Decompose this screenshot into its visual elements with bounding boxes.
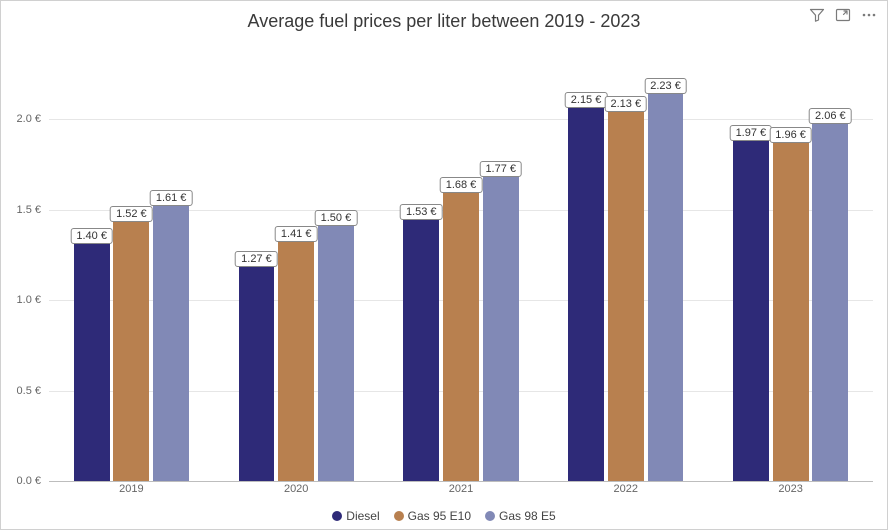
title-row: Average fuel prices per liter between 20…: [1, 7, 887, 35]
legend-item[interactable]: Gas 98 E5: [485, 509, 556, 523]
chart-container: Average fuel prices per liter between 20…: [0, 0, 888, 530]
value-label: 1.41 €: [275, 226, 318, 242]
filter-icon[interactable]: [809, 7, 825, 23]
y-tick-label: 0.0 €: [17, 475, 49, 487]
legend-swatch: [332, 511, 342, 521]
filter-icon-svg: [809, 7, 825, 23]
chart-toolbar: [809, 7, 877, 23]
legend-label: Gas 98 E5: [499, 509, 556, 523]
more-options-icon[interactable]: [861, 7, 877, 23]
chart-legend: Diesel Gas 95 E10 Gas 98 E5: [1, 509, 887, 523]
chart-title: Average fuel prices per liter between 20…: [248, 11, 641, 32]
x-tick-label: 2021: [449, 483, 473, 495]
value-label: 2.23 €: [644, 78, 687, 94]
y-tick-label: 1.5 €: [17, 204, 49, 216]
legend-swatch: [394, 511, 404, 521]
x-tick-label: 2019: [119, 483, 143, 495]
value-label: 1.97 €: [730, 125, 773, 141]
legend-swatch: [485, 511, 495, 521]
legend-item[interactable]: Gas 95 E10: [394, 509, 471, 523]
value-label: 1.68 €: [440, 177, 483, 193]
x-axis: 2019 2020 2021 2022 2023: [49, 481, 873, 501]
value-label: 2.13 €: [605, 96, 648, 112]
x-tick-label: 2022: [614, 483, 638, 495]
more-options-icon-svg: [861, 7, 877, 23]
legend-label: Gas 95 E10: [408, 509, 471, 523]
x-tick-label: 2020: [284, 483, 308, 495]
value-label: 1.53 €: [400, 204, 443, 220]
value-label: 1.77 €: [479, 161, 522, 177]
legend-item[interactable]: Diesel: [332, 509, 379, 523]
legend-label: Diesel: [346, 509, 379, 523]
y-tick-label: 1.0 €: [17, 294, 49, 306]
value-label: 1.27 €: [235, 251, 278, 267]
value-label: 1.50 €: [315, 210, 358, 226]
focus-mode-icon[interactable]: [835, 7, 851, 23]
x-tick-label: 2023: [778, 483, 802, 495]
value-label: 1.40 €: [70, 228, 113, 244]
y-tick-label: 2.0 €: [17, 113, 49, 125]
value-label: 2.06 €: [809, 108, 852, 124]
plot-area: 0.0 €0.5 €1.0 €1.5 €2.0 € 1.40 €1.52 €1.…: [49, 47, 873, 481]
y-tick-label: 0.5 €: [17, 385, 49, 397]
value-label: 1.96 €: [769, 127, 812, 143]
value-label: 1.52 €: [110, 206, 153, 222]
value-label: 2.15 €: [565, 92, 608, 108]
value-label: 1.61 €: [150, 190, 193, 206]
focus-mode-icon-svg: [835, 7, 851, 23]
value-labels-layer: 1.40 € 1.52 €1.61 € 1.27 € 1.41 €1.50 € 1.53…: [49, 47, 873, 481]
